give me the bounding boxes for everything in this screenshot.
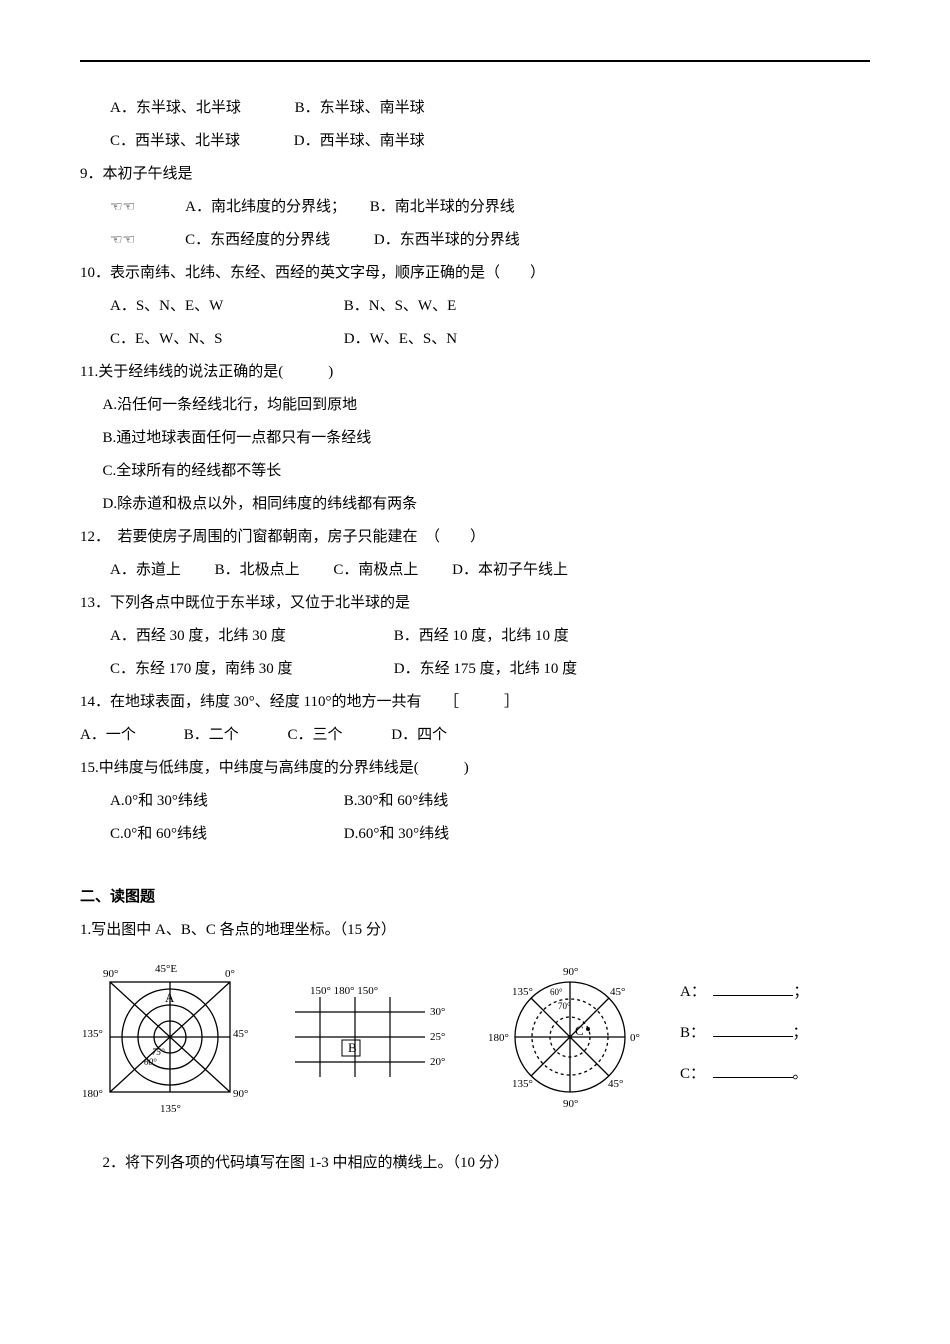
q12-opt-b: B．北极点上 [215, 554, 300, 587]
q9-opt-b: B．南北半球的分界线 [370, 191, 515, 224]
page-top-rule [80, 60, 870, 62]
q13-opt-a: A．西经 30 度，北纬 30 度 [110, 620, 340, 653]
q10-opt-b: B．N、S、W、E [344, 290, 457, 323]
fig1-point-a: A [165, 990, 175, 1005]
hand-icon: ☜☜ [110, 193, 135, 224]
q15-options-row2: C.0°和 60°纬线 D.60°和 30°纬线 [80, 818, 870, 851]
q10-opt-c: C．E、W、N、S [110, 323, 290, 356]
q14-options: A．一个 B．二个 C．三个 D．四个 [80, 719, 870, 752]
fig1-label-135l: 135° [82, 1028, 103, 1040]
figure-row: 90° 45°E 0° 135° 180° 45° 90° 135° A 60°… [80, 957, 870, 1117]
q9-opt-a: A．南北纬度的分界线； [185, 191, 346, 224]
ans-c-blank[interactable] [713, 1062, 793, 1078]
figure-3: 90° 135° 60° 70° 45° 180° 0° 135° 45° 90… [480, 957, 660, 1117]
fig1-label-45r: 45° [233, 1028, 248, 1040]
fig3-180: 180° [488, 1032, 509, 1044]
fig1-inner-60: 60° [144, 1057, 157, 1067]
q9-stem: 9．本初子午线是 [80, 158, 870, 191]
q13-stem: 13．下列各点中既位于东半球，又位于北半球的是 [80, 587, 870, 620]
fig1-label-180: 180° [82, 1088, 103, 1100]
q9-options-row2: ☜☜ C．东西经度的分界线 D．东西半球的分界线 [80, 224, 870, 257]
answer-blanks: A： ； B： ； C： 。 [680, 976, 808, 1099]
ans-a-blank[interactable] [713, 980, 793, 996]
fig3-top: 90° [563, 966, 578, 978]
q10-opt-a: A．S、N、E、W [110, 290, 290, 323]
q11-opt-b: B.通过地球表面任何一点都只有一条经线 [80, 422, 870, 455]
q8-options-row1: A．东半球、北半球 B．东半球、南半球 [80, 92, 870, 125]
ans-c-label: C： [680, 1066, 698, 1082]
q14-opt-c: C．三个 [288, 719, 388, 752]
fig1-inner-75: 75° [152, 1047, 165, 1057]
figure-1: 90° 45°E 0° 135° 180° 45° 90° 135° A 60°… [80, 957, 260, 1117]
fig1-label-90r: 90° [233, 1088, 248, 1100]
q15-opt-d: D.60°和 30°纬线 [344, 818, 449, 851]
q11-opt-c: C.全球所有的经线都不等长 [80, 455, 870, 488]
q15-options-row1: A.0°和 30°纬线 B.30°和 60°纬线 [80, 785, 870, 818]
q12-options: A．赤道上 B．北极点上 C．南极点上 D．本初子午线上 [80, 554, 870, 587]
fig3-135a: 135° [512, 986, 533, 998]
ans-b-blank[interactable] [713, 1021, 793, 1037]
q13-options-row2: C．东经 170 度，南纬 30 度 D．东经 175 度，北纬 10 度 [80, 653, 870, 686]
q10-stem: 10．表示南纬、北纬、东经、西经的英文字母，顺序正确的是（ ） [80, 257, 870, 290]
section2-q1: 1.写出图中 A、B、C 各点的地理坐标。（15 分） [80, 914, 870, 947]
hand-icon: ☜☜ [110, 226, 135, 257]
section2-title: 二、读图题 [80, 881, 870, 914]
q10-options-row1: A．S、N、E、W B．N、S、W、E [80, 290, 870, 323]
fig2-r25: 25° [430, 1031, 445, 1043]
ans-b-label: B： [680, 1025, 698, 1041]
q14-opt-d: D．四个 [391, 719, 447, 752]
fig1-label-90: 90° [103, 968, 118, 980]
q12-opt-c: C．南极点上 [333, 554, 418, 587]
fig2-point-b: B [348, 1040, 357, 1055]
fig3-0: 0° [630, 1032, 640, 1044]
q10-opt-d: D．W、E、S、N [344, 323, 457, 356]
fig2-top: 150° 180° 150° [310, 985, 378, 997]
fig3-45a: 45° [610, 986, 625, 998]
q14-opt-b: B．二个 [184, 719, 284, 752]
q14-opt-a: A．一个 [80, 719, 180, 752]
fig3-90b: 90° [563, 1098, 578, 1110]
fig1-label-0: 0° [225, 968, 235, 980]
fig3-135b: 135° [512, 1078, 533, 1090]
fig2-r20: 20° [430, 1056, 445, 1068]
q8-opt-a: A．东半球、北半球 [110, 92, 241, 125]
q9-opt-c: C．东西经度的分界线 [185, 224, 330, 257]
q8-opt-c: C．西半球、北半球 [110, 125, 240, 158]
q13-opt-d: D．东经 175 度，北纬 10 度 [394, 653, 577, 686]
q15-opt-b: B.30°和 60°纬线 [344, 785, 449, 818]
q15-opt-c: C.0°和 60°纬线 [110, 818, 290, 851]
q10-options-row2: C．E、W、N、S D．W、E、S、N [80, 323, 870, 356]
fig3-70: 70° [558, 1001, 571, 1011]
q8-opt-d: D．西半球、南半球 [294, 125, 425, 158]
q11-opt-d: D.除赤道和极点以外，相同纬度的纬线都有两条 [80, 488, 870, 521]
fig3-45b: 45° [608, 1078, 623, 1090]
fig3-60: 60° [550, 987, 563, 997]
q11-opt-a: A.沿任何一条经线北行，均能回到原地 [80, 389, 870, 422]
q12-stem: 12． 若要使房子周围的门窗都朝南，房子只能建在 （ ） [80, 521, 870, 554]
q8-options-row2: C．西半球、北半球 D．西半球、南半球 [80, 125, 870, 158]
q14-stem: 14．在地球表面，纬度 30°、经度 110°的地方一共有 ［ ］ [80, 686, 870, 719]
ans-a-label: A： [680, 984, 698, 1000]
q13-opt-b: B．西经 10 度，北纬 10 度 [394, 620, 569, 653]
q11-stem: 11.关于经纬线的说法正确的是( ) [80, 356, 870, 389]
q15-opt-a: A.0°和 30°纬线 [110, 785, 290, 818]
fig2-r30: 30° [430, 1006, 445, 1018]
q12-opt-d: D．本初子午线上 [452, 554, 568, 587]
fig1-label-45e: 45°E [155, 963, 177, 975]
q13-opt-c: C．东经 170 度，南纬 30 度 [110, 653, 340, 686]
q8-opt-b: B．东半球、南半球 [295, 92, 425, 125]
q15-stem: 15.中纬度与低纬度，中纬度与高纬度的分界纬线是( ) [80, 752, 870, 785]
fig3-point-c: C [575, 1023, 584, 1038]
fig1-label-135b: 135° [160, 1103, 181, 1115]
q9-opt-d: D．东西半球的分界线 [374, 224, 520, 257]
q13-options-row1: A．西经 30 度，北纬 30 度 B．西经 10 度，北纬 10 度 [80, 620, 870, 653]
section2-q2: 2．将下列各项的代码填写在图 1-3 中相应的横线上。（10 分） [80, 1147, 870, 1180]
figure-2: 150° 180° 150° 30° 25° 20° B [280, 982, 460, 1092]
q9-options-row1: ☜☜ A．南北纬度的分界线； B．南北半球的分界线 [80, 191, 870, 224]
q12-opt-a: A．赤道上 [110, 554, 181, 587]
